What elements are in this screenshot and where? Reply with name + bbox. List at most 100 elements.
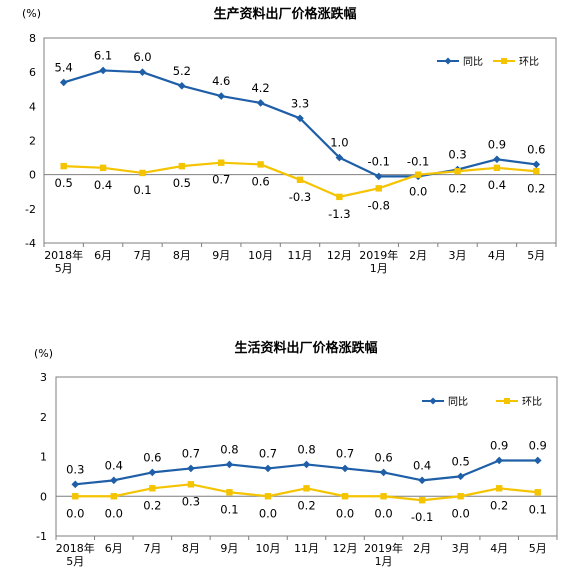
- plot-area: -4 -2 0 2 4 6 8 2018年 5月 6月 7月 8月 9月 10月 11月 12月 2019年 1月…: [25, 32, 557, 275]
- data-label-yoy: 0.8: [220, 442, 238, 456]
- data-label-yoy: 3.3: [291, 96, 309, 110]
- data-point-yoy: [99, 66, 107, 75]
- x-tick-label: 2019年 1月: [364, 541, 403, 568]
- data-point-mom: [495, 485, 503, 492]
- data-point-yoy: [59, 78, 68, 87]
- data-label-yoy: 0.6: [143, 450, 161, 464]
- data-point-mom: [187, 481, 195, 488]
- legend: 同比 环比: [437, 56, 539, 68]
- legend-marker-yoy: [444, 57, 452, 65]
- data-point-mom: [303, 485, 310, 492]
- y-tick-label: -4: [25, 237, 36, 250]
- y-tick-label: -2: [25, 203, 36, 216]
- data-point-mom: [380, 493, 387, 500]
- y-tick-label: 8: [29, 32, 36, 45]
- data-label-yoy: 0.5: [452, 454, 470, 468]
- data-label-mom: 0.4: [94, 178, 112, 192]
- data-point-mom: [341, 493, 349, 500]
- x-tick-label: 7月: [133, 249, 151, 262]
- data-label-mom: 0.5: [55, 176, 73, 190]
- data-label-mom: -0.8: [368, 198, 390, 212]
- data-point-mom: [375, 185, 382, 192]
- data-point-mom: [60, 162, 67, 170]
- legend-label-yoy: 同比: [448, 396, 468, 408]
- data-label-mom: 0.2: [490, 498, 508, 512]
- data-point-yoy: [296, 114, 304, 123]
- data-label-mom: 0.0: [66, 506, 84, 520]
- y-tick-label: 2: [29, 135, 36, 148]
- legend: 同比 环比: [422, 396, 542, 408]
- x-tick-label: 4月: [488, 249, 506, 262]
- y-unit-label: (%): [22, 7, 41, 20]
- x-tick-label: 10月: [248, 249, 273, 262]
- x-tick-label: 11月: [288, 249, 313, 262]
- data-point-mom: [457, 493, 464, 500]
- data-label-mom: 0.5: [173, 176, 191, 190]
- data-label-mom: 0.7: [212, 173, 230, 187]
- x-tick-label: 2月: [413, 542, 431, 555]
- data-point-mom: [493, 164, 501, 172]
- data-point-mom: [226, 489, 233, 496]
- data-label-yoy: 1.0: [330, 136, 348, 150]
- data-point-mom: [149, 485, 156, 492]
- data-label-mom: 0.1: [529, 502, 547, 516]
- data-point-mom: [218, 159, 225, 166]
- data-point-yoy: [110, 476, 118, 485]
- data-label-mom: 0.1: [133, 183, 151, 197]
- x-tick-label: 8月: [182, 542, 200, 555]
- legend-marker-mom: [504, 398, 510, 404]
- data-point-yoy: [187, 464, 195, 473]
- data-label-mom: 0.0: [336, 506, 354, 520]
- data-point-mom: [178, 162, 186, 170]
- data-point-mom: [454, 168, 461, 175]
- y-tick-label: 3: [40, 371, 47, 384]
- data-point-mom: [99, 164, 107, 172]
- y-tick-label: 2: [40, 411, 47, 424]
- x-tick-label: 2018年 5月: [44, 248, 83, 275]
- production-materials-chart: 生产资料出厂价格涨跌幅 (%) -4 -2 0 2 4 6 8 2018年 5月 6月 7月 8月 9月…: [22, 6, 557, 275]
- x-tick-label: 4月: [490, 542, 508, 555]
- x-tick-label: 5月: [529, 542, 547, 555]
- x-tick-label: 2018年 5月: [56, 541, 95, 568]
- data-label-yoy: 0.7: [182, 446, 200, 460]
- data-label-mom: -0.1: [411, 510, 433, 524]
- data-point-mom: [336, 193, 343, 201]
- x-tick-label: 6月: [105, 542, 123, 555]
- plot-frame: [55, 376, 558, 537]
- y-tick-label: -1: [36, 530, 47, 543]
- data-point-yoy: [418, 476, 426, 485]
- data-label-mom: 0.3: [182, 494, 200, 508]
- data-label-yoy: 5.2: [173, 64, 191, 78]
- x-tick-label: 10月: [255, 542, 280, 555]
- data-label-yoy: -0.1: [368, 154, 390, 168]
- data-point-yoy: [495, 456, 503, 465]
- data-point-yoy: [178, 82, 186, 90]
- data-label-yoy: 4.2: [251, 81, 269, 95]
- y-unit-label: (%): [34, 347, 53, 360]
- data-point-yoy: [148, 468, 157, 477]
- data-point-mom: [110, 493, 118, 500]
- x-tick-label: 7月: [143, 542, 161, 555]
- y-tick-label: 1: [40, 451, 47, 464]
- data-point-yoy: [335, 153, 344, 162]
- y-tick-label: 0: [40, 490, 47, 503]
- data-label-yoy: 0.7: [259, 446, 277, 460]
- x-tick-label: 12月: [333, 542, 358, 555]
- x-tick-label: 8月: [173, 249, 191, 262]
- data-point-yoy: [493, 155, 501, 164]
- data-label-mom: 0.0: [259, 506, 277, 520]
- data-point-yoy: [532, 160, 541, 169]
- legend-marker-yoy: [429, 397, 437, 405]
- data-point-yoy: [71, 480, 80, 489]
- data-point-yoy: [225, 460, 234, 469]
- data-label-mom: 0.0: [374, 506, 392, 520]
- consumer-goods-chart: 生活资料出厂价格涨跌幅 (%) -1 0 1 2 3 2018年 5月 6月 7月 8月 9月 10月…: [34, 340, 558, 568]
- data-label-mom: 0.1: [220, 502, 238, 516]
- data-label-yoy: 0.9: [490, 438, 508, 452]
- data-label-mom: -0.3: [289, 190, 311, 204]
- data-point-yoy: [264, 464, 272, 473]
- data-label-yoy: 5.4: [55, 60, 73, 74]
- data-label-mom: 0.2: [448, 181, 466, 195]
- y-tick-label: 0: [29, 169, 36, 182]
- data-point-mom: [296, 176, 304, 183]
